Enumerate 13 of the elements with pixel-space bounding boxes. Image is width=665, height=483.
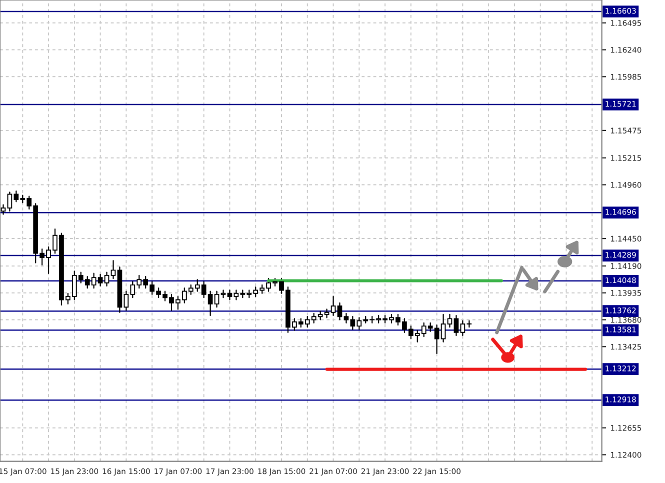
candlestick bbox=[337, 302, 342, 320]
candlestick bbox=[214, 290, 220, 308]
candlestick bbox=[227, 290, 232, 300]
candlestick bbox=[447, 314, 452, 328]
candlestick bbox=[440, 314, 446, 342]
candlestick bbox=[104, 272, 110, 287]
candlestick bbox=[0, 204, 6, 215]
candlestick bbox=[330, 296, 336, 316]
candlestick bbox=[7, 192, 12, 212]
candlestick bbox=[344, 312, 349, 324]
candlestick bbox=[220, 290, 226, 298]
candlestick bbox=[454, 314, 459, 336]
candlestick bbox=[110, 260, 116, 280]
